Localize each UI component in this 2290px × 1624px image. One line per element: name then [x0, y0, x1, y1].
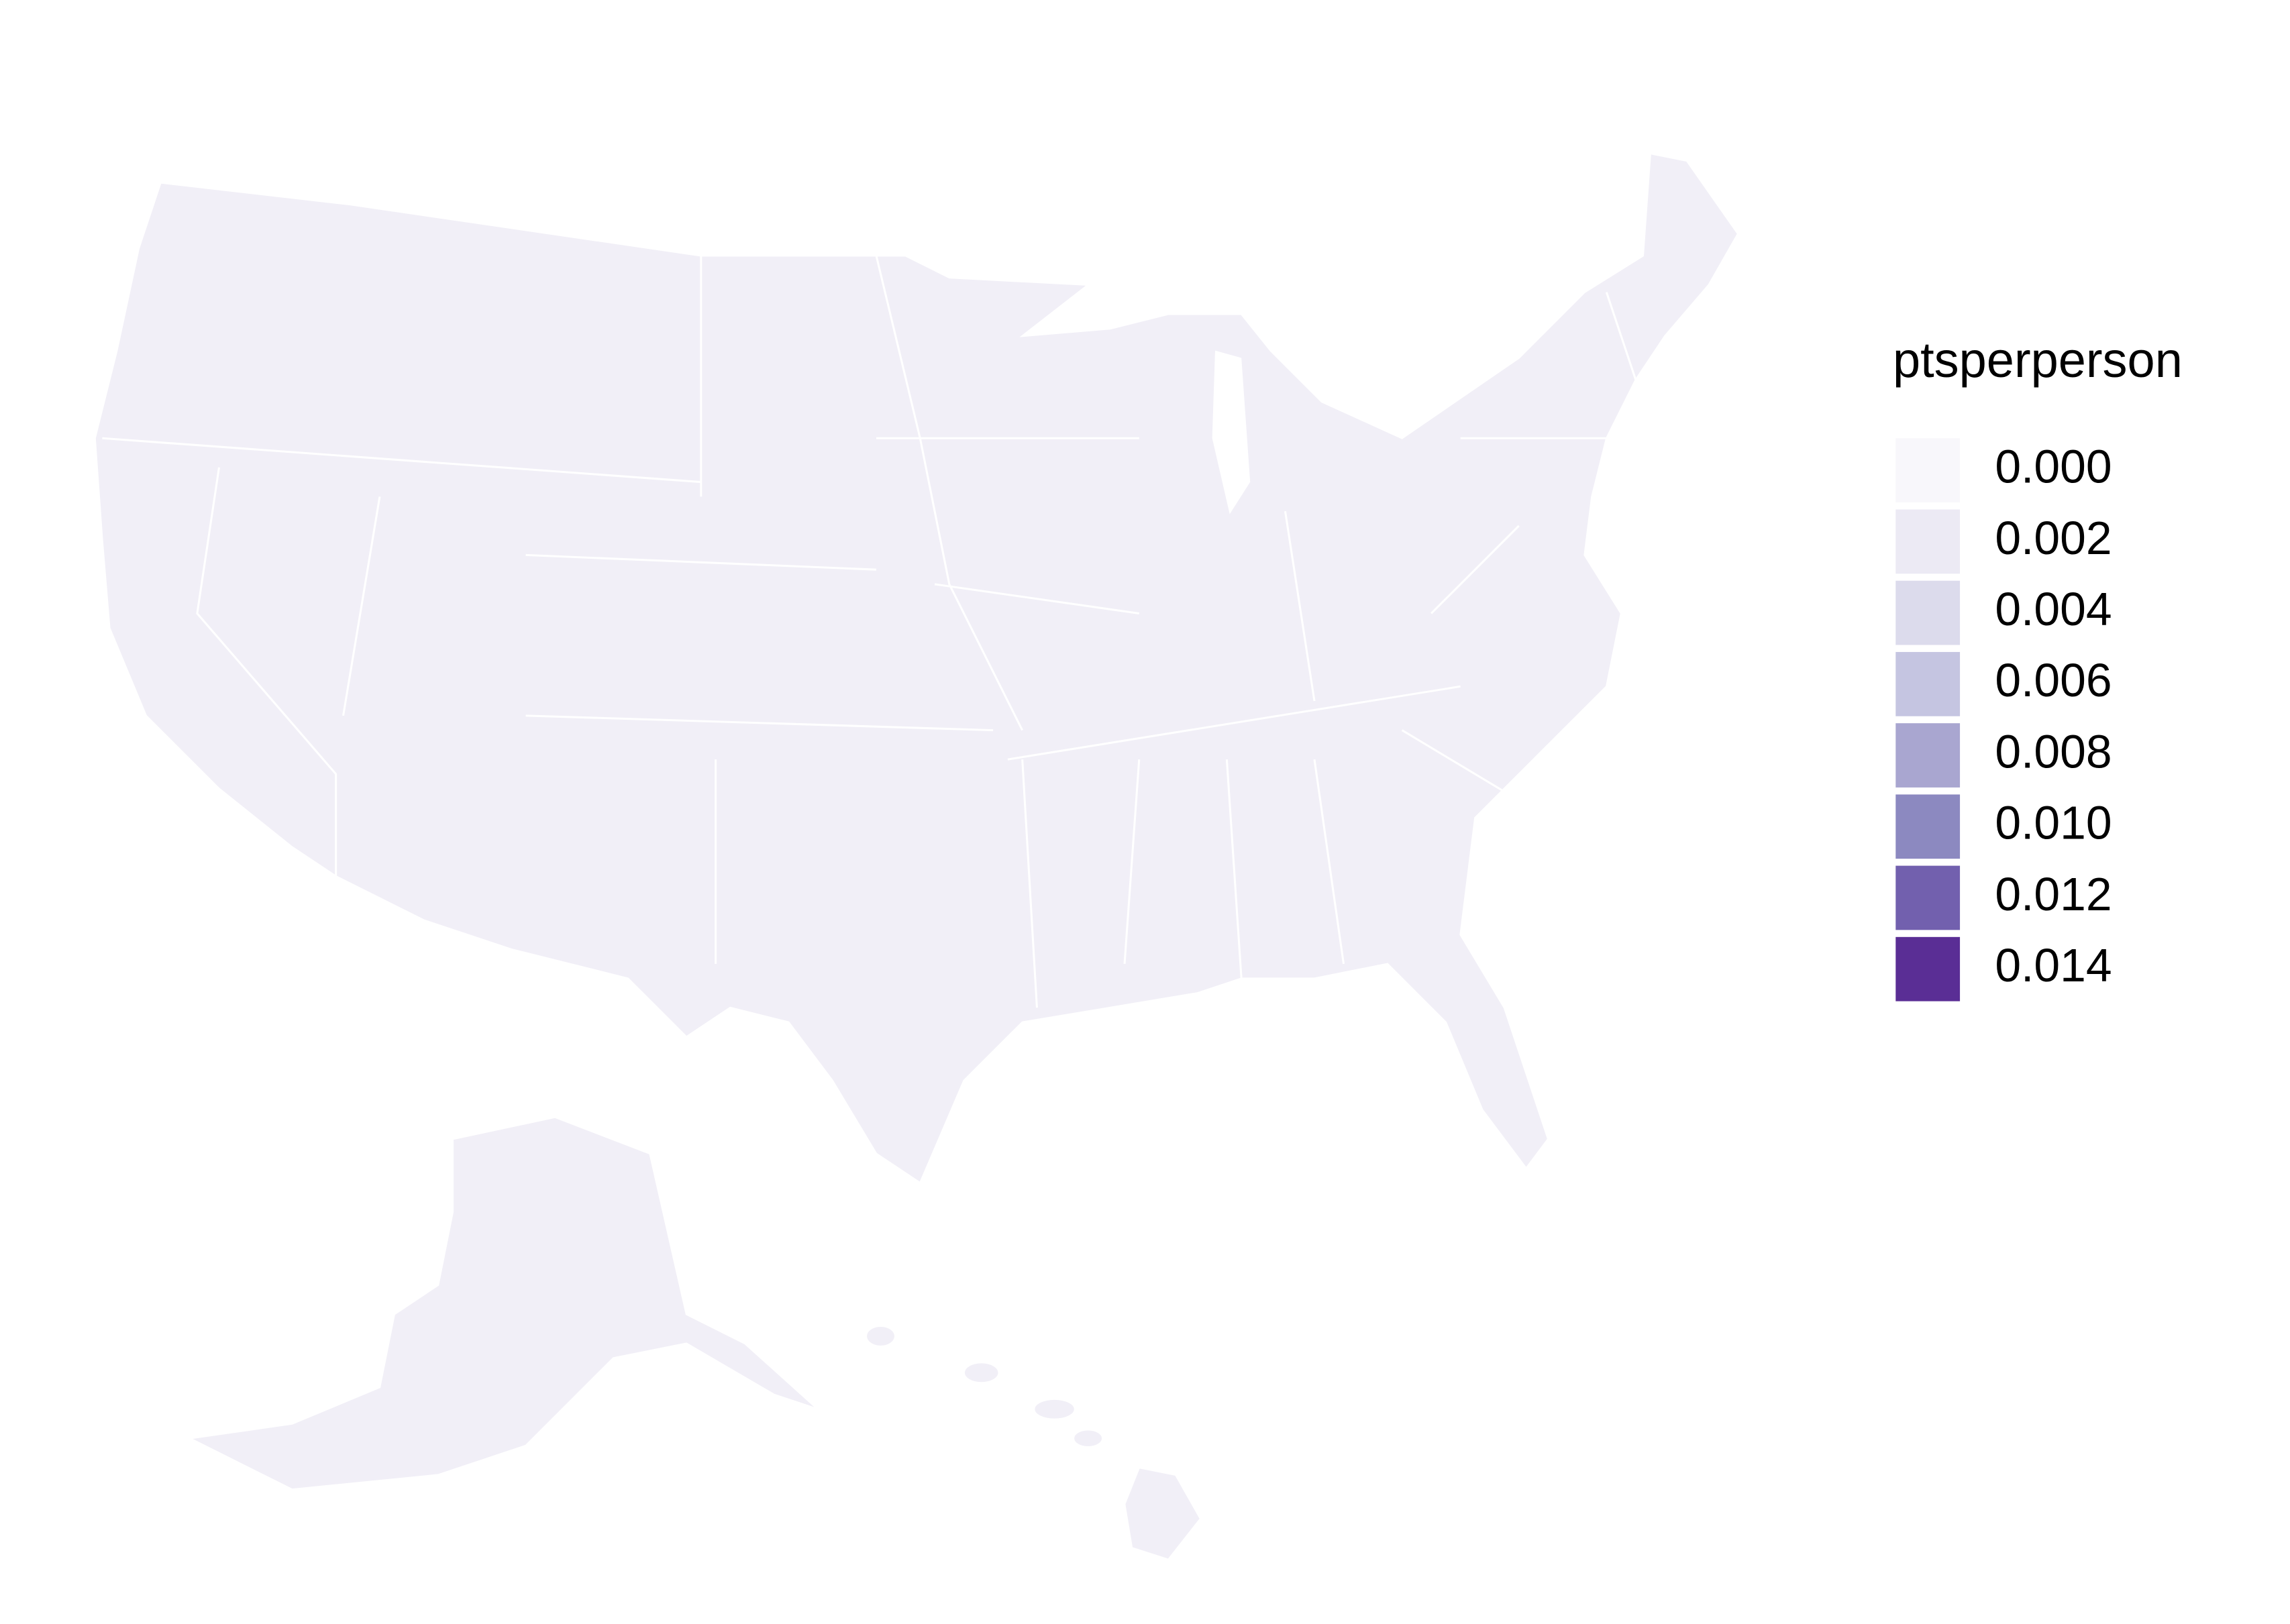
legend-label: 0.010 — [1995, 797, 2112, 849]
hawaii-big-island — [1123, 1466, 1202, 1561]
alaska — [187, 1116, 819, 1491]
legend-label: 0.006 — [1995, 654, 2112, 706]
legend-label: 0.000 — [1995, 441, 2112, 493]
legend-label: 0.014 — [1995, 939, 2112, 991]
legend-key — [1895, 936, 1961, 1002]
map-area — [94, 152, 1739, 1561]
legend-key — [1895, 438, 1961, 503]
state-borders — [102, 255, 1637, 1008]
legend-label: 0.004 — [1995, 583, 2112, 635]
legend-key — [1895, 794, 1961, 859]
legend-label: 0.012 — [1995, 868, 2112, 920]
hawaii-island — [865, 1325, 896, 1348]
hawaii-island — [1072, 1428, 1104, 1448]
lake-michigan — [1212, 350, 1251, 515]
legend-key — [1895, 723, 1961, 788]
legend-title: ptsperperson — [1893, 332, 2183, 388]
hawaii-island — [1033, 1398, 1076, 1421]
legend-label: 0.002 — [1995, 512, 2112, 564]
legend-key — [1895, 580, 1961, 645]
hawaii-island — [963, 1361, 1000, 1384]
contiguous-us — [94, 152, 1739, 1185]
legend-key — [1895, 865, 1961, 930]
legend: ptsperperson 0.000 0.002 0.004 0.006 0.008 0.… — [1893, 332, 2183, 1002]
legend-key — [1895, 651, 1961, 716]
legend-label: 0.008 — [1995, 725, 2112, 777]
legend-key — [1895, 509, 1961, 574]
